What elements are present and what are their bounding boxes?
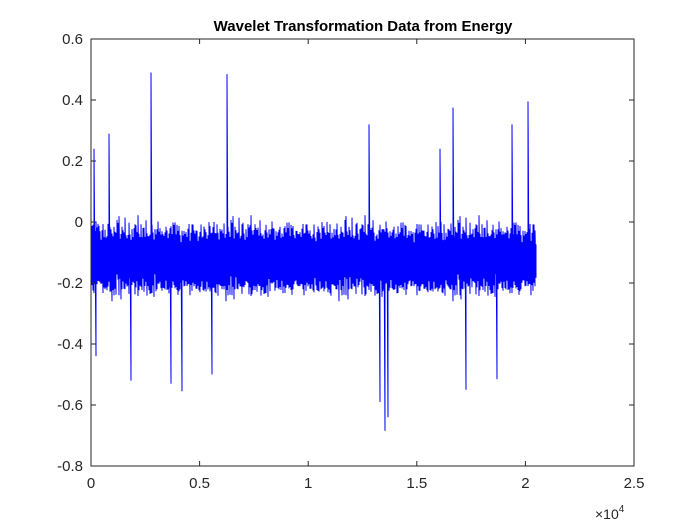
ticks-layer: 0 0.5 1 1.5 2 2.5 -0.8 -0.6 -0.4 -0.2 0 0.2 0.4 0.6	[57, 31, 644, 492]
x-exponent-label: ×104	[595, 504, 625, 522]
x-tick-label: 0	[87, 475, 95, 492]
x-tick-label: 2	[521, 475, 529, 492]
y-tick-label: -0.6	[57, 397, 83, 414]
x-tick-label: 1	[304, 475, 312, 492]
y-tick-label: 0.6	[62, 31, 83, 48]
y-tick-label: 0	[75, 214, 83, 231]
y-tick-label: -0.4	[57, 336, 83, 353]
y-tick-label: -0.8	[57, 458, 83, 475]
series-line	[90, 72, 537, 431]
axes-box	[90, 38, 635, 467]
chart-title: Wavelet Transformation Data from Energy	[214, 18, 513, 35]
y-tick-label: -0.2	[57, 275, 83, 292]
y-tick-label: 0.4	[62, 92, 83, 109]
x-tick-label: 1.5	[406, 475, 427, 492]
x-tick-label: 2.5	[624, 475, 645, 492]
x-tick-label: 0.5	[189, 475, 210, 492]
series-layer	[90, 72, 537, 431]
y-tick-label: 0.2	[62, 153, 83, 170]
